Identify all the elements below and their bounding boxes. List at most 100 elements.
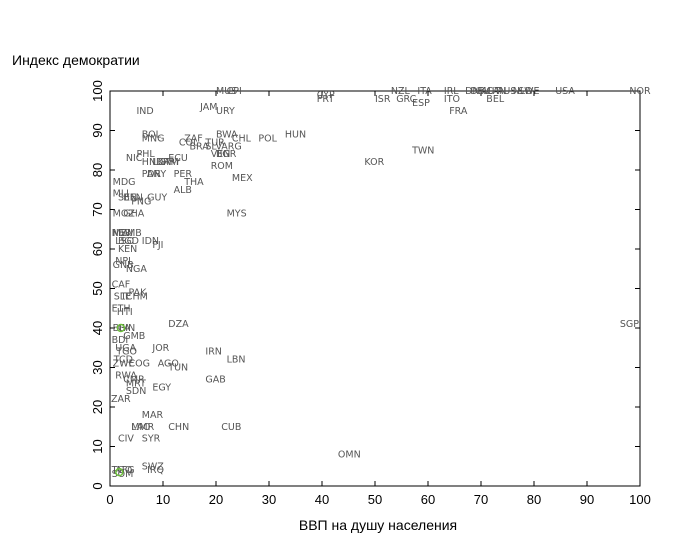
data-point-label: NER: [112, 228, 132, 239]
x-tick-label: 30: [262, 492, 276, 507]
x-tick-label: 20: [209, 492, 223, 507]
highlight-point: [116, 323, 126, 333]
data-point-label: NPL: [115, 256, 134, 267]
data-point-label: SWE: [518, 86, 539, 97]
data-point-label: ETH: [112, 303, 131, 314]
data-point-label: PAN: [142, 169, 161, 180]
data-point-label: GHA: [123, 208, 145, 219]
data-point-label: AUS: [497, 86, 516, 97]
data-point-label: DEU: [470, 86, 490, 97]
y-tick-label: 20: [90, 400, 105, 414]
data-point-label: NLD: [513, 86, 533, 97]
data-point-label: TUR: [204, 137, 225, 148]
x-tick-label: 10: [156, 492, 170, 507]
data-point-label: THA: [183, 177, 204, 188]
data-point-label: PNG: [131, 197, 151, 208]
data-point-label: SLE: [114, 291, 131, 302]
x-tick-label: 70: [474, 492, 488, 507]
data-point-label: BGR: [216, 149, 237, 160]
data-point-label: TGO: [111, 465, 133, 476]
data-point-label: MDG: [113, 177, 136, 188]
y-tick-label: 60: [90, 242, 105, 256]
data-point-label: GRC: [396, 94, 416, 105]
data-point-label: KOR: [364, 157, 384, 168]
data-point-label: BFA: [113, 323, 131, 334]
y-tick-label: 30: [90, 360, 105, 374]
data-point-label: IRN: [205, 347, 222, 358]
x-tick-label: 40: [315, 492, 329, 507]
y-axis-title: Индекс демократии: [12, 52, 140, 68]
data-point-label: IND: [137, 106, 154, 117]
data-point-label: HND: [142, 157, 164, 168]
data-point-label: LBN: [227, 355, 246, 366]
data-point-label: DNK: [465, 86, 486, 97]
data-point-label: ZWE: [113, 359, 135, 370]
data-point-label: VEN: [211, 149, 231, 160]
data-point-label: POL: [258, 133, 277, 144]
x-tick-label: 100: [629, 492, 651, 507]
data-point-label: AUT: [481, 86, 500, 97]
x-tick-label: 80: [527, 492, 541, 507]
data-point-label: CPI: [227, 86, 242, 97]
data-point-label: ESP: [412, 98, 430, 109]
data-point-label: PRY: [163, 157, 181, 168]
data-point-label: MWI: [113, 228, 133, 239]
highlight-point: [115, 467, 124, 477]
data-point-label: LSO: [115, 236, 134, 247]
data-point-label: ROM: [211, 161, 233, 172]
data-point-label: PAK: [129, 287, 148, 298]
data-point-label: ZAF: [184, 133, 202, 144]
data-point-label: SWZ: [142, 461, 164, 472]
data-point-label: GNB: [113, 260, 134, 271]
y-tick-label: 70: [90, 202, 105, 216]
data-point-label: OMN: [338, 449, 361, 460]
data-point-label: AGO: [158, 359, 179, 370]
data-point-label: TCHM: [120, 291, 148, 302]
data-point-label: LAO: [131, 422, 150, 433]
data-point-label: FRA: [449, 106, 468, 117]
data-point-label: PER: [174, 169, 193, 180]
data-point-label: ZMB: [121, 228, 142, 239]
data-point-label: GUY: [147, 193, 167, 204]
data-point-label: BEN: [123, 193, 143, 204]
data-point-label: PHL: [137, 149, 156, 160]
data-point-label: BRA: [190, 141, 210, 152]
data-point-label: TWN: [411, 145, 434, 156]
data-point-label: IDN: [142, 236, 159, 247]
x-tick-label: 60: [421, 492, 435, 507]
data-point-label: GMB: [123, 331, 145, 342]
data-point-label: JAM: [199, 102, 217, 113]
data-point-label: ALB: [174, 185, 192, 196]
data-point-label: GIN: [118, 323, 135, 334]
data-point-label: CMR: [123, 374, 145, 385]
data-point-label: USA: [555, 86, 575, 97]
x-tick-label: 50: [368, 492, 382, 507]
x-tick-label: 90: [580, 492, 594, 507]
data-point-label: SDN: [126, 386, 146, 397]
data-point-label: EGY: [152, 382, 171, 393]
data-point-label: BGD: [118, 236, 139, 247]
data-point-label: NIC: [126, 153, 143, 164]
data-point-label: DZA: [168, 319, 189, 330]
data-point-label: HTI: [117, 307, 133, 318]
data-point-label: CIV: [118, 434, 134, 445]
data-point-label: BEL: [486, 94, 505, 105]
axis-ticks-layer: 0 10 20 30 40 50 60 70 80 90 100 0 10 20 30 40 50 60 70 80 9…: [90, 80, 651, 507]
data-point-label: SEN: [118, 193, 137, 204]
data-point-label: LKA: [152, 157, 170, 168]
y-tick-label: 0: [90, 482, 105, 489]
y-tick-label: 10: [90, 439, 105, 453]
data-point-label: ARG: [221, 141, 241, 152]
y-tick-label: 100: [90, 80, 105, 102]
data-point-label: CUB: [221, 422, 241, 433]
data-point-label: NGA: [126, 264, 147, 275]
data-point-label: CYP: [317, 90, 335, 101]
data-point-label: BWA: [216, 129, 238, 140]
data-point-label: BDI: [112, 335, 129, 346]
x-axis-title: ВВП на душу населения: [299, 517, 457, 533]
data-point-label: MUS: [216, 86, 237, 97]
data-point-label: FJI: [152, 240, 163, 251]
y-tick-label: 40: [90, 321, 105, 335]
data-point-label: RWA: [115, 370, 137, 381]
